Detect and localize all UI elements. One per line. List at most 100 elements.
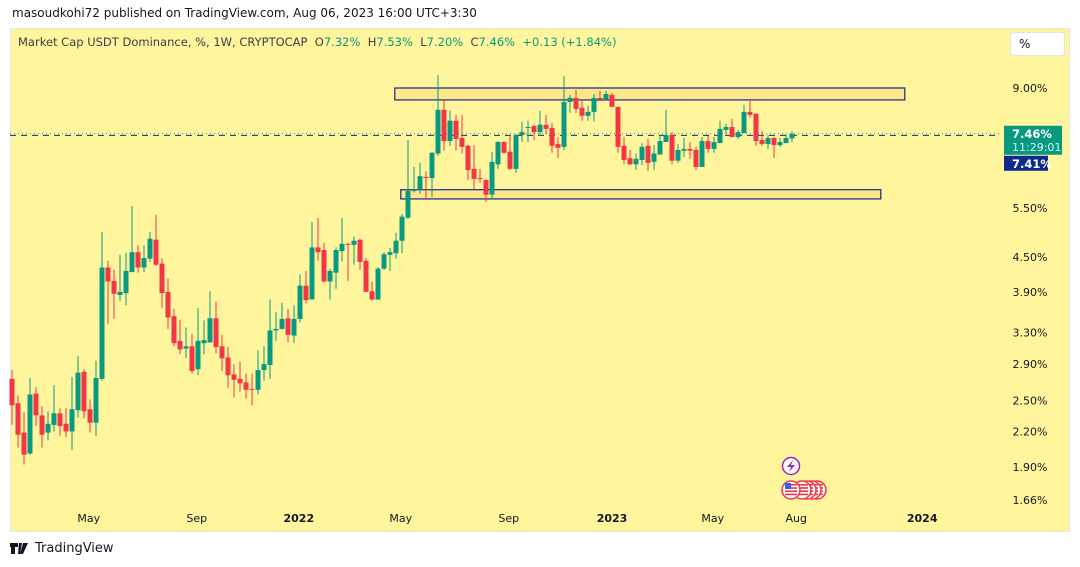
candle[interactable]	[303, 270, 309, 304]
candle[interactable]	[441, 99, 447, 151]
candle[interactable]	[537, 110, 543, 137]
candle[interactable]	[669, 132, 675, 165]
candle[interactable]	[723, 123, 729, 135]
candle[interactable]	[93, 360, 99, 436]
candle[interactable]	[471, 145, 477, 189]
candle[interactable]	[693, 146, 699, 170]
candle[interactable]	[285, 308, 291, 343]
candle[interactable]	[213, 301, 219, 354]
candle[interactable]	[627, 149, 633, 166]
candle[interactable]	[267, 299, 273, 379]
candle[interactable]	[237, 361, 243, 392]
candle[interactable]	[783, 135, 789, 144]
candle[interactable]	[201, 320, 207, 355]
candle[interactable]	[675, 144, 681, 163]
candle[interactable]	[63, 408, 69, 438]
candle[interactable]	[579, 99, 585, 121]
candle[interactable]	[525, 120, 531, 143]
us-flag-economic-event-icon[interactable]	[781, 480, 827, 500]
candle[interactable]	[129, 205, 135, 273]
candle[interactable]	[273, 312, 279, 341]
candle[interactable]	[729, 118, 735, 138]
candle[interactable]	[543, 114, 549, 135]
candle[interactable]	[447, 110, 453, 146]
candle[interactable]	[597, 90, 603, 102]
candle[interactable]	[717, 120, 723, 144]
candle[interactable]	[135, 245, 141, 273]
candle[interactable]	[423, 171, 429, 199]
candle[interactable]	[483, 178, 489, 202]
candle[interactable]	[663, 109, 669, 143]
candle[interactable]	[735, 129, 741, 140]
candle[interactable]	[465, 145, 471, 181]
candle[interactable]	[639, 143, 645, 166]
candle[interactable]	[315, 218, 321, 261]
candle[interactable]	[153, 214, 159, 266]
candle[interactable]	[585, 105, 591, 121]
candle[interactable]	[45, 411, 51, 441]
candle[interactable]	[219, 334, 225, 371]
candle[interactable]	[291, 305, 297, 344]
candle[interactable]	[111, 269, 117, 319]
candle[interactable]	[255, 350, 261, 395]
candle[interactable]	[345, 242, 351, 281]
candle[interactable]	[99, 231, 105, 381]
candle[interactable]	[207, 291, 213, 343]
candle[interactable]	[561, 76, 567, 150]
candle[interactable]	[159, 258, 165, 309]
candle[interactable]	[651, 145, 657, 170]
candle[interactable]	[621, 137, 627, 165]
candle[interactable]	[507, 135, 513, 170]
candle[interactable]	[555, 137, 561, 159]
candle[interactable]	[147, 231, 153, 262]
candle[interactable]	[297, 274, 303, 323]
candle[interactable]	[243, 373, 249, 399]
candle[interactable]	[327, 268, 333, 300]
candle[interactable]	[363, 258, 369, 292]
candle[interactable]	[351, 236, 357, 265]
percent-scale-button[interactable]: %	[1010, 32, 1065, 56]
candle[interactable]	[321, 242, 327, 283]
candle[interactable]	[81, 369, 87, 419]
candle[interactable]	[171, 308, 177, 347]
candle[interactable]	[195, 308, 201, 376]
candle[interactable]	[741, 104, 747, 134]
candle[interactable]	[177, 319, 183, 355]
candle[interactable]	[33, 387, 39, 426]
candle[interactable]	[375, 266, 381, 301]
candle[interactable]	[519, 121, 525, 143]
candle[interactable]	[39, 406, 45, 448]
candle[interactable]	[21, 412, 27, 465]
candle[interactable]	[531, 124, 537, 141]
candle[interactable]	[747, 101, 753, 118]
candle[interactable]	[759, 131, 765, 146]
candle[interactable]	[417, 162, 423, 194]
candle[interactable]	[333, 247, 339, 289]
candle[interactable]	[573, 89, 579, 113]
candle[interactable]	[777, 138, 783, 147]
candle[interactable]	[141, 245, 147, 273]
candle[interactable]	[489, 151, 495, 200]
candle[interactable]	[615, 106, 621, 153]
candle[interactable]	[231, 364, 237, 398]
candle[interactable]	[765, 135, 771, 149]
support-zone-box[interactable]	[400, 189, 882, 200]
candle[interactable]	[567, 94, 573, 113]
candle[interactable]	[453, 114, 459, 151]
candle[interactable]	[117, 254, 123, 301]
us-flag-event-badge[interactable]	[781, 480, 801, 500]
candle[interactable]	[339, 218, 345, 262]
candle[interactable]	[789, 131, 795, 143]
candle[interactable]	[429, 151, 435, 197]
candle[interactable]	[15, 395, 21, 448]
candle[interactable]	[405, 140, 411, 219]
candle[interactable]	[249, 373, 255, 406]
candle[interactable]	[411, 166, 417, 193]
candle[interactable]	[381, 252, 387, 270]
candle[interactable]	[549, 122, 555, 153]
candle[interactable]	[645, 139, 651, 172]
candle[interactable]	[435, 75, 441, 156]
candle[interactable]	[279, 302, 285, 330]
candle[interactable]	[633, 153, 639, 170]
